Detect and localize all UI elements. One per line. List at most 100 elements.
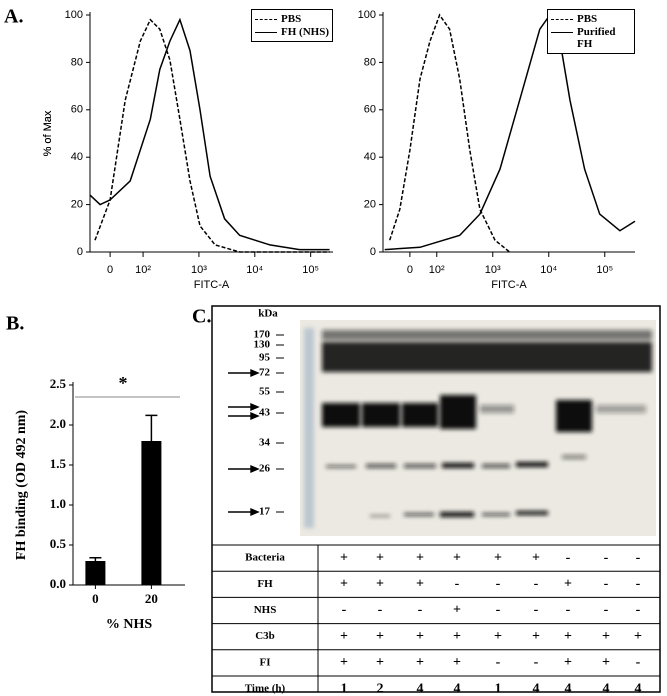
legend-entry: Purified FH bbox=[551, 26, 631, 50]
y-tick-label: 0 bbox=[77, 246, 83, 258]
table-cell: 4 bbox=[603, 681, 610, 696]
arrows bbox=[228, 368, 260, 517]
table-cell: + bbox=[494, 629, 502, 644]
table-cell: - bbox=[534, 655, 539, 670]
table-cell: + bbox=[453, 655, 461, 670]
table-cell: - bbox=[604, 550, 609, 565]
table-cell: - bbox=[636, 603, 641, 618]
x-axis-label: FITC-A bbox=[491, 279, 527, 291]
marker-label: 26 bbox=[259, 463, 271, 475]
table-cell: 1 bbox=[341, 681, 348, 696]
bar bbox=[85, 561, 106, 585]
table-cell: - bbox=[636, 550, 641, 565]
x-tick-label: 10⁵ bbox=[596, 264, 613, 276]
table-cell: + bbox=[532, 629, 540, 644]
row-label: Time (h) bbox=[245, 683, 286, 695]
legend-swatch bbox=[551, 32, 573, 33]
marker-label: 170 bbox=[254, 329, 271, 341]
histogram-line bbox=[384, 13, 636, 251]
table-cell: - bbox=[496, 655, 501, 670]
marker-label: 34 bbox=[259, 437, 271, 449]
y-tick-label: 20 bbox=[71, 199, 83, 211]
table-cell: - bbox=[604, 577, 609, 592]
x-axis-label: % NHS bbox=[106, 617, 153, 632]
row-label: NHS bbox=[254, 604, 277, 616]
table-cell: + bbox=[416, 550, 424, 565]
bar bbox=[141, 441, 162, 585]
table-cell: - bbox=[418, 603, 423, 618]
table-cell: + bbox=[416, 655, 424, 670]
table-cell: - bbox=[496, 577, 501, 592]
legend-label: FH (NHS) bbox=[281, 26, 329, 38]
table-cell: 2 bbox=[377, 681, 384, 696]
y-tick-label: 40 bbox=[364, 151, 376, 163]
y-tick-label: 0 bbox=[370, 246, 376, 258]
x-axis-label: FITC-A bbox=[194, 279, 230, 291]
table-cell: + bbox=[376, 577, 384, 592]
marker-label: 43 bbox=[259, 407, 271, 419]
table-cell: + bbox=[340, 577, 348, 592]
table-cell: + bbox=[602, 655, 610, 670]
y-tick-label: 100 bbox=[65, 9, 83, 21]
legend-swatch bbox=[255, 19, 278, 20]
table-cell: + bbox=[416, 577, 424, 592]
marker-label: 17 bbox=[259, 506, 271, 518]
y-tick-label: 100 bbox=[358, 9, 376, 21]
panel-label: A. bbox=[4, 6, 23, 28]
table-cell: + bbox=[602, 629, 610, 644]
table-cell: - bbox=[534, 577, 539, 592]
table-cell: - bbox=[534, 603, 539, 618]
marker-label: 95 bbox=[259, 352, 271, 364]
legend-swatch bbox=[255, 32, 278, 33]
legend-label: Purified FH bbox=[577, 26, 616, 50]
y-axis-label: FH binding (OD 492 nm) bbox=[14, 410, 29, 560]
panel-label: C. bbox=[192, 306, 211, 328]
y-axis-label: % of Max bbox=[42, 110, 54, 156]
y-tick-label: 1.0 bbox=[50, 496, 66, 511]
marker-label: 130 bbox=[254, 339, 271, 351]
legend: PBS Purified FH bbox=[547, 9, 635, 54]
table-cell: + bbox=[453, 550, 461, 565]
y-tick-label: 80 bbox=[364, 56, 376, 68]
legend: PBS FH (NHS) bbox=[251, 9, 333, 42]
y-tick-label: 0.0 bbox=[50, 576, 66, 591]
legend-entry: PBS bbox=[255, 13, 329, 25]
y-tick-label: 80 bbox=[71, 56, 83, 68]
histogram-line bbox=[89, 17, 330, 251]
histogram-line bbox=[94, 18, 330, 253]
table-cell: 1 bbox=[495, 681, 502, 696]
error-bar bbox=[89, 557, 102, 561]
y-tick-label: 60 bbox=[71, 104, 83, 116]
table-cell: + bbox=[340, 629, 348, 644]
y-tick-label: 40 bbox=[71, 151, 83, 163]
table-cell: + bbox=[564, 577, 572, 592]
table-cell: + bbox=[340, 550, 348, 565]
legend-entry: PBS bbox=[551, 13, 631, 25]
histogram-line bbox=[388, 13, 511, 253]
x-tick-label: 10³ bbox=[191, 264, 207, 276]
table-cell: + bbox=[340, 655, 348, 670]
row-label: FH bbox=[257, 578, 273, 590]
x-tick-label: 10² bbox=[135, 264, 151, 276]
x-tick-label: 0 bbox=[92, 591, 99, 606]
x-tick-label: 10⁴ bbox=[246, 264, 263, 276]
table-cell: 4 bbox=[533, 681, 540, 696]
table-cell: - bbox=[455, 577, 460, 592]
table-cell: - bbox=[636, 655, 641, 670]
table-cell: 4 bbox=[454, 681, 461, 696]
error-bar bbox=[145, 414, 158, 441]
legend-entry: FH (NHS) bbox=[255, 26, 329, 38]
table-cell: 4 bbox=[635, 681, 642, 696]
panel-label: B. bbox=[6, 313, 24, 335]
table-cell: + bbox=[564, 629, 572, 644]
x-tick-label: 10⁴ bbox=[540, 264, 557, 276]
table-cell: + bbox=[564, 655, 572, 670]
legend-swatch bbox=[551, 19, 573, 20]
row-label: C3b bbox=[255, 630, 275, 642]
table-cell: - bbox=[566, 550, 571, 565]
legend-label: PBS bbox=[281, 13, 302, 25]
table-cell: - bbox=[378, 603, 383, 618]
x-tick-label: 10² bbox=[429, 264, 445, 276]
